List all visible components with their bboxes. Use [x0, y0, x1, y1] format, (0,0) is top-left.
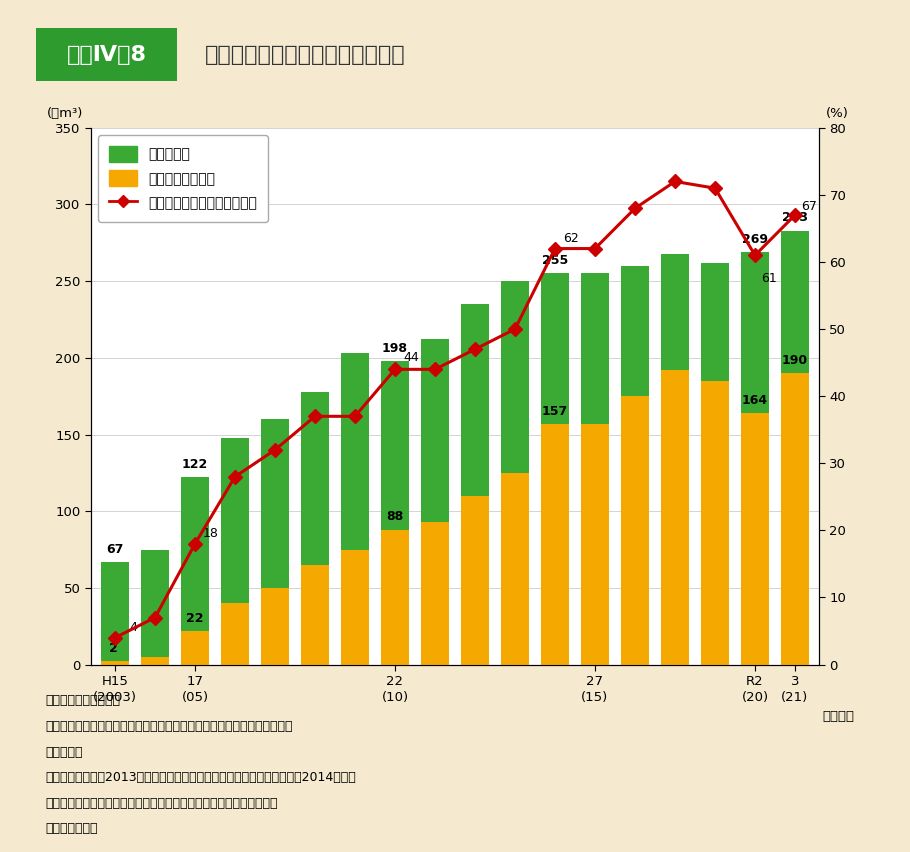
Bar: [101, 561, 129, 665]
Bar: [541, 423, 570, 665]
Bar: [220, 603, 249, 665]
Text: 国有林野か苼の素材販割量の推移: 国有林野か苼の素材販割量の推移: [205, 44, 405, 65]
Bar: [701, 381, 730, 665]
Text: 88: 88: [387, 510, 404, 523]
Text: 施状況」。: 施状況」。: [46, 822, 98, 835]
Text: 269: 269: [742, 233, 768, 246]
Bar: [180, 630, 209, 665]
Text: 67: 67: [801, 200, 817, 213]
Text: 67: 67: [106, 543, 124, 556]
Bar: [581, 423, 610, 665]
Bar: [621, 396, 650, 665]
Text: 198: 198: [382, 342, 408, 354]
Bar: [380, 530, 410, 665]
Text: 157: 157: [541, 405, 568, 417]
Bar: [701, 262, 730, 665]
Bar: [300, 565, 329, 665]
Bar: [541, 273, 570, 665]
Bar: [741, 413, 769, 665]
Text: 190: 190: [782, 354, 808, 367]
Text: 22: 22: [187, 612, 204, 625]
Text: 18: 18: [203, 527, 219, 540]
Text: 注１：各年度末の値。: 注１：各年度末の値。: [46, 694, 120, 707]
Bar: [781, 231, 809, 665]
Bar: [141, 657, 169, 665]
Text: 2: 2: [108, 642, 117, 655]
Bar: [260, 588, 289, 665]
Text: 以降は、農林水産省「国有林野の管理経営に関する基本計画の実: 以降は、農林水産省「国有林野の管理経営に関する基本計画の実: [46, 797, 278, 809]
Text: 資料Ⅳ－8: 資料Ⅳ－8: [67, 44, 147, 65]
Bar: [661, 370, 690, 665]
Text: （年度）: （年度）: [823, 711, 854, 723]
Bar: [340, 354, 369, 665]
Bar: [101, 661, 129, 665]
Bar: [220, 438, 249, 665]
Text: 61: 61: [761, 272, 777, 285]
Text: (%): (%): [826, 106, 849, 120]
Text: 62: 62: [563, 233, 579, 245]
Bar: [180, 477, 209, 665]
Text: こと。: こと。: [46, 746, 83, 758]
Text: 283: 283: [782, 211, 808, 224]
Bar: [621, 266, 650, 665]
Text: 44: 44: [403, 351, 419, 364]
Bar: [420, 522, 450, 665]
Text: 164: 164: [742, 394, 768, 407]
Bar: [460, 304, 490, 665]
Legend: 素材販割量, うちシステム販割, システム販割の割合（右軸）: 素材販割量, うちシステム販割, システム販割の割合（右軸）: [98, 135, 268, 222]
Bar: [460, 496, 490, 665]
Text: (万m³): (万m³): [47, 106, 84, 120]
Bar: [260, 419, 289, 665]
Text: 4: 4: [129, 621, 136, 635]
Bar: [501, 473, 530, 665]
Text: 255: 255: [541, 255, 568, 268]
Text: 資料：平成２５（2013）年度までは、林野庁業務課調べ。　平成２６（2014）年度: 資料：平成２５（2013）年度までは、林野庁業務課調べ。 平成２６（2014）年…: [46, 771, 356, 784]
Bar: [741, 252, 769, 665]
Bar: [340, 550, 369, 665]
Text: 122: 122: [182, 458, 208, 471]
Bar: [501, 281, 530, 665]
Bar: [661, 254, 690, 665]
Bar: [300, 392, 329, 665]
Bar: [380, 361, 410, 665]
Text: ２：「システム販割」は「国有林材の安定供給システムによる販割」の: ２：「システム販割」は「国有林材の安定供給システムによる販割」の: [46, 720, 293, 733]
Bar: [420, 339, 450, 665]
Bar: [581, 273, 610, 665]
Bar: [141, 550, 169, 665]
Bar: [781, 373, 809, 665]
